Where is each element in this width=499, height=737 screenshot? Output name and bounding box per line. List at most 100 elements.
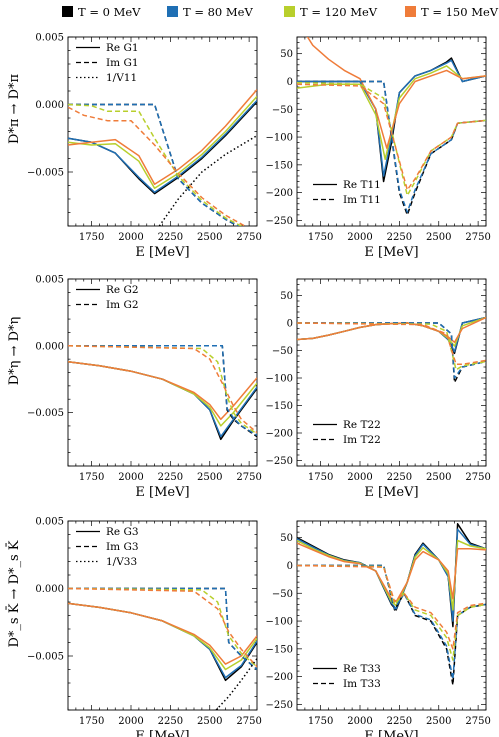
- x-tick-label: 2250: [387, 472, 412, 483]
- y-tick-label: −0.005: [27, 168, 64, 179]
- y-tick-label: −250: [266, 216, 293, 227]
- axes-frame: [67, 278, 258, 467]
- x-tick-label: 2000: [118, 716, 143, 727]
- x-tick-label: 2000: [118, 472, 143, 483]
- x-tick-label: 2250: [387, 716, 412, 727]
- y-tick-label: 0: [287, 319, 293, 330]
- series-line: [68, 345, 257, 434]
- row-ylabel-1: D*η → D*η: [7, 317, 22, 386]
- y-tick-label: 0.005: [35, 517, 64, 528]
- axes-frame: [67, 520, 258, 711]
- x-tick-label: 2750: [465, 716, 490, 727]
- y-tick-label: −150: [266, 644, 293, 655]
- x-tick-label: 2750: [465, 232, 490, 243]
- x-tick-label: 2500: [197, 472, 222, 483]
- series-line: [215, 658, 257, 710]
- series-line: [158, 134, 257, 226]
- series-line: [297, 83, 486, 191]
- series-line: [297, 564, 486, 686]
- series-line: [68, 345, 257, 436]
- legend-swatch-2: [284, 6, 295, 17]
- series-line: [297, 564, 486, 650]
- y-tick-label: −200: [266, 188, 293, 199]
- series-line: [68, 361, 257, 427]
- series-line: [68, 345, 257, 438]
- series-line: [306, 37, 486, 149]
- series-line: [68, 587, 257, 671]
- y-tick-label: 0.005: [35, 275, 64, 286]
- x-tick-label: 2250: [158, 472, 183, 483]
- series-line: [68, 89, 257, 185]
- series-line: [68, 587, 257, 671]
- y-tick-label: −150: [266, 160, 293, 171]
- x-tick-label: 2250: [158, 232, 183, 243]
- x-tick-label: 2000: [347, 232, 372, 243]
- panel-legend-label: Re T33: [343, 663, 381, 675]
- series-line: [68, 587, 257, 668]
- legend-label-2: T = 120 MeV: [300, 5, 378, 19]
- legend-label-1: T = 80 MeV: [183, 5, 253, 19]
- x-axis-label: E [MeV]: [364, 485, 418, 500]
- x-tick-label: 2500: [197, 716, 222, 727]
- y-tick-label: −0.005: [27, 652, 64, 663]
- x-tick-label: 2750: [236, 716, 261, 727]
- x-tick-label: 2250: [387, 232, 412, 243]
- legend-swatch-3: [405, 6, 416, 17]
- x-tick-label: 2000: [118, 232, 143, 243]
- panel-legend-label: Im G1: [106, 57, 139, 69]
- x-tick-label: 2750: [465, 472, 490, 483]
- panel-1: 1750 2000 2250 2500 2750 E [MeV] 50 0 −50 −100 −15…: [266, 36, 491, 260]
- y-tick-label: −50: [272, 589, 293, 600]
- x-tick-label: 2500: [426, 232, 451, 243]
- panel-legend-label: Re G1: [106, 42, 139, 54]
- x-tick-label: 2250: [158, 716, 183, 727]
- panel-legend-label: Re G3: [106, 526, 139, 538]
- y-tick-label: −100: [266, 374, 293, 385]
- y-tick-label: −50: [272, 346, 293, 357]
- y-tick-label: 0.000: [35, 584, 64, 595]
- y-tick-label: −0.005: [27, 408, 64, 419]
- panel-legend-label: 1/V11: [106, 72, 137, 84]
- series-line: [68, 95, 257, 189]
- panel-3: 1750 2000 2250 2500 2750 E [MeV] 50 0 −50 −100 −15…: [266, 278, 491, 500]
- x-tick-label: 2500: [426, 472, 451, 483]
- panel-legend-label: Re G2: [106, 284, 139, 296]
- x-axis-label: E [MeV]: [364, 729, 418, 737]
- x-tick-label: 1750: [79, 472, 104, 483]
- y-tick-label: −200: [266, 672, 293, 683]
- series-line: [297, 80, 486, 213]
- x-tick-label: 1750: [79, 232, 104, 243]
- y-tick-label: −200: [266, 429, 293, 440]
- x-tick-label: 1750: [79, 716, 104, 727]
- series-line: [297, 322, 486, 371]
- x-axis-label: E [MeV]: [364, 245, 418, 260]
- panel-legend-label: Im G3: [106, 541, 139, 553]
- series-line: [68, 345, 257, 435]
- series-line: [297, 59, 486, 177]
- y-tick-label: −100: [266, 133, 293, 144]
- y-tick-label: −150: [266, 401, 293, 412]
- legend-label-3: T = 150 MeV: [421, 5, 499, 19]
- series-line: [68, 602, 257, 665]
- y-tick-label: 50: [280, 291, 293, 302]
- x-tick-label: 2000: [347, 472, 372, 483]
- series-line: [297, 81, 486, 197]
- panel-legend-label: Im T22: [343, 434, 381, 446]
- row-ylabel-2: D*_s K̄ → D*_s K̄: [6, 540, 22, 647]
- x-axis-label: E [MeV]: [135, 245, 189, 260]
- legend-swatch-1: [167, 6, 178, 17]
- series-line: [297, 542, 486, 603]
- y-tick-label: 0: [287, 561, 293, 572]
- series-line: [68, 602, 257, 671]
- series-line: [68, 103, 241, 226]
- panel-legend-label: Im G2: [106, 299, 139, 311]
- series-line: [297, 322, 486, 379]
- y-tick-label: 50: [280, 533, 293, 544]
- panel-0: 1750 2000 2250 2500 2750 E [MeV] 0.005 0.000 −0.…: [27, 33, 262, 261]
- series-line: [297, 80, 486, 216]
- x-tick-label: 1750: [308, 716, 333, 727]
- x-tick-label: 2000: [347, 716, 372, 727]
- y-tick-label: −100: [266, 617, 293, 628]
- panel-legend-label: Im T33: [343, 678, 381, 690]
